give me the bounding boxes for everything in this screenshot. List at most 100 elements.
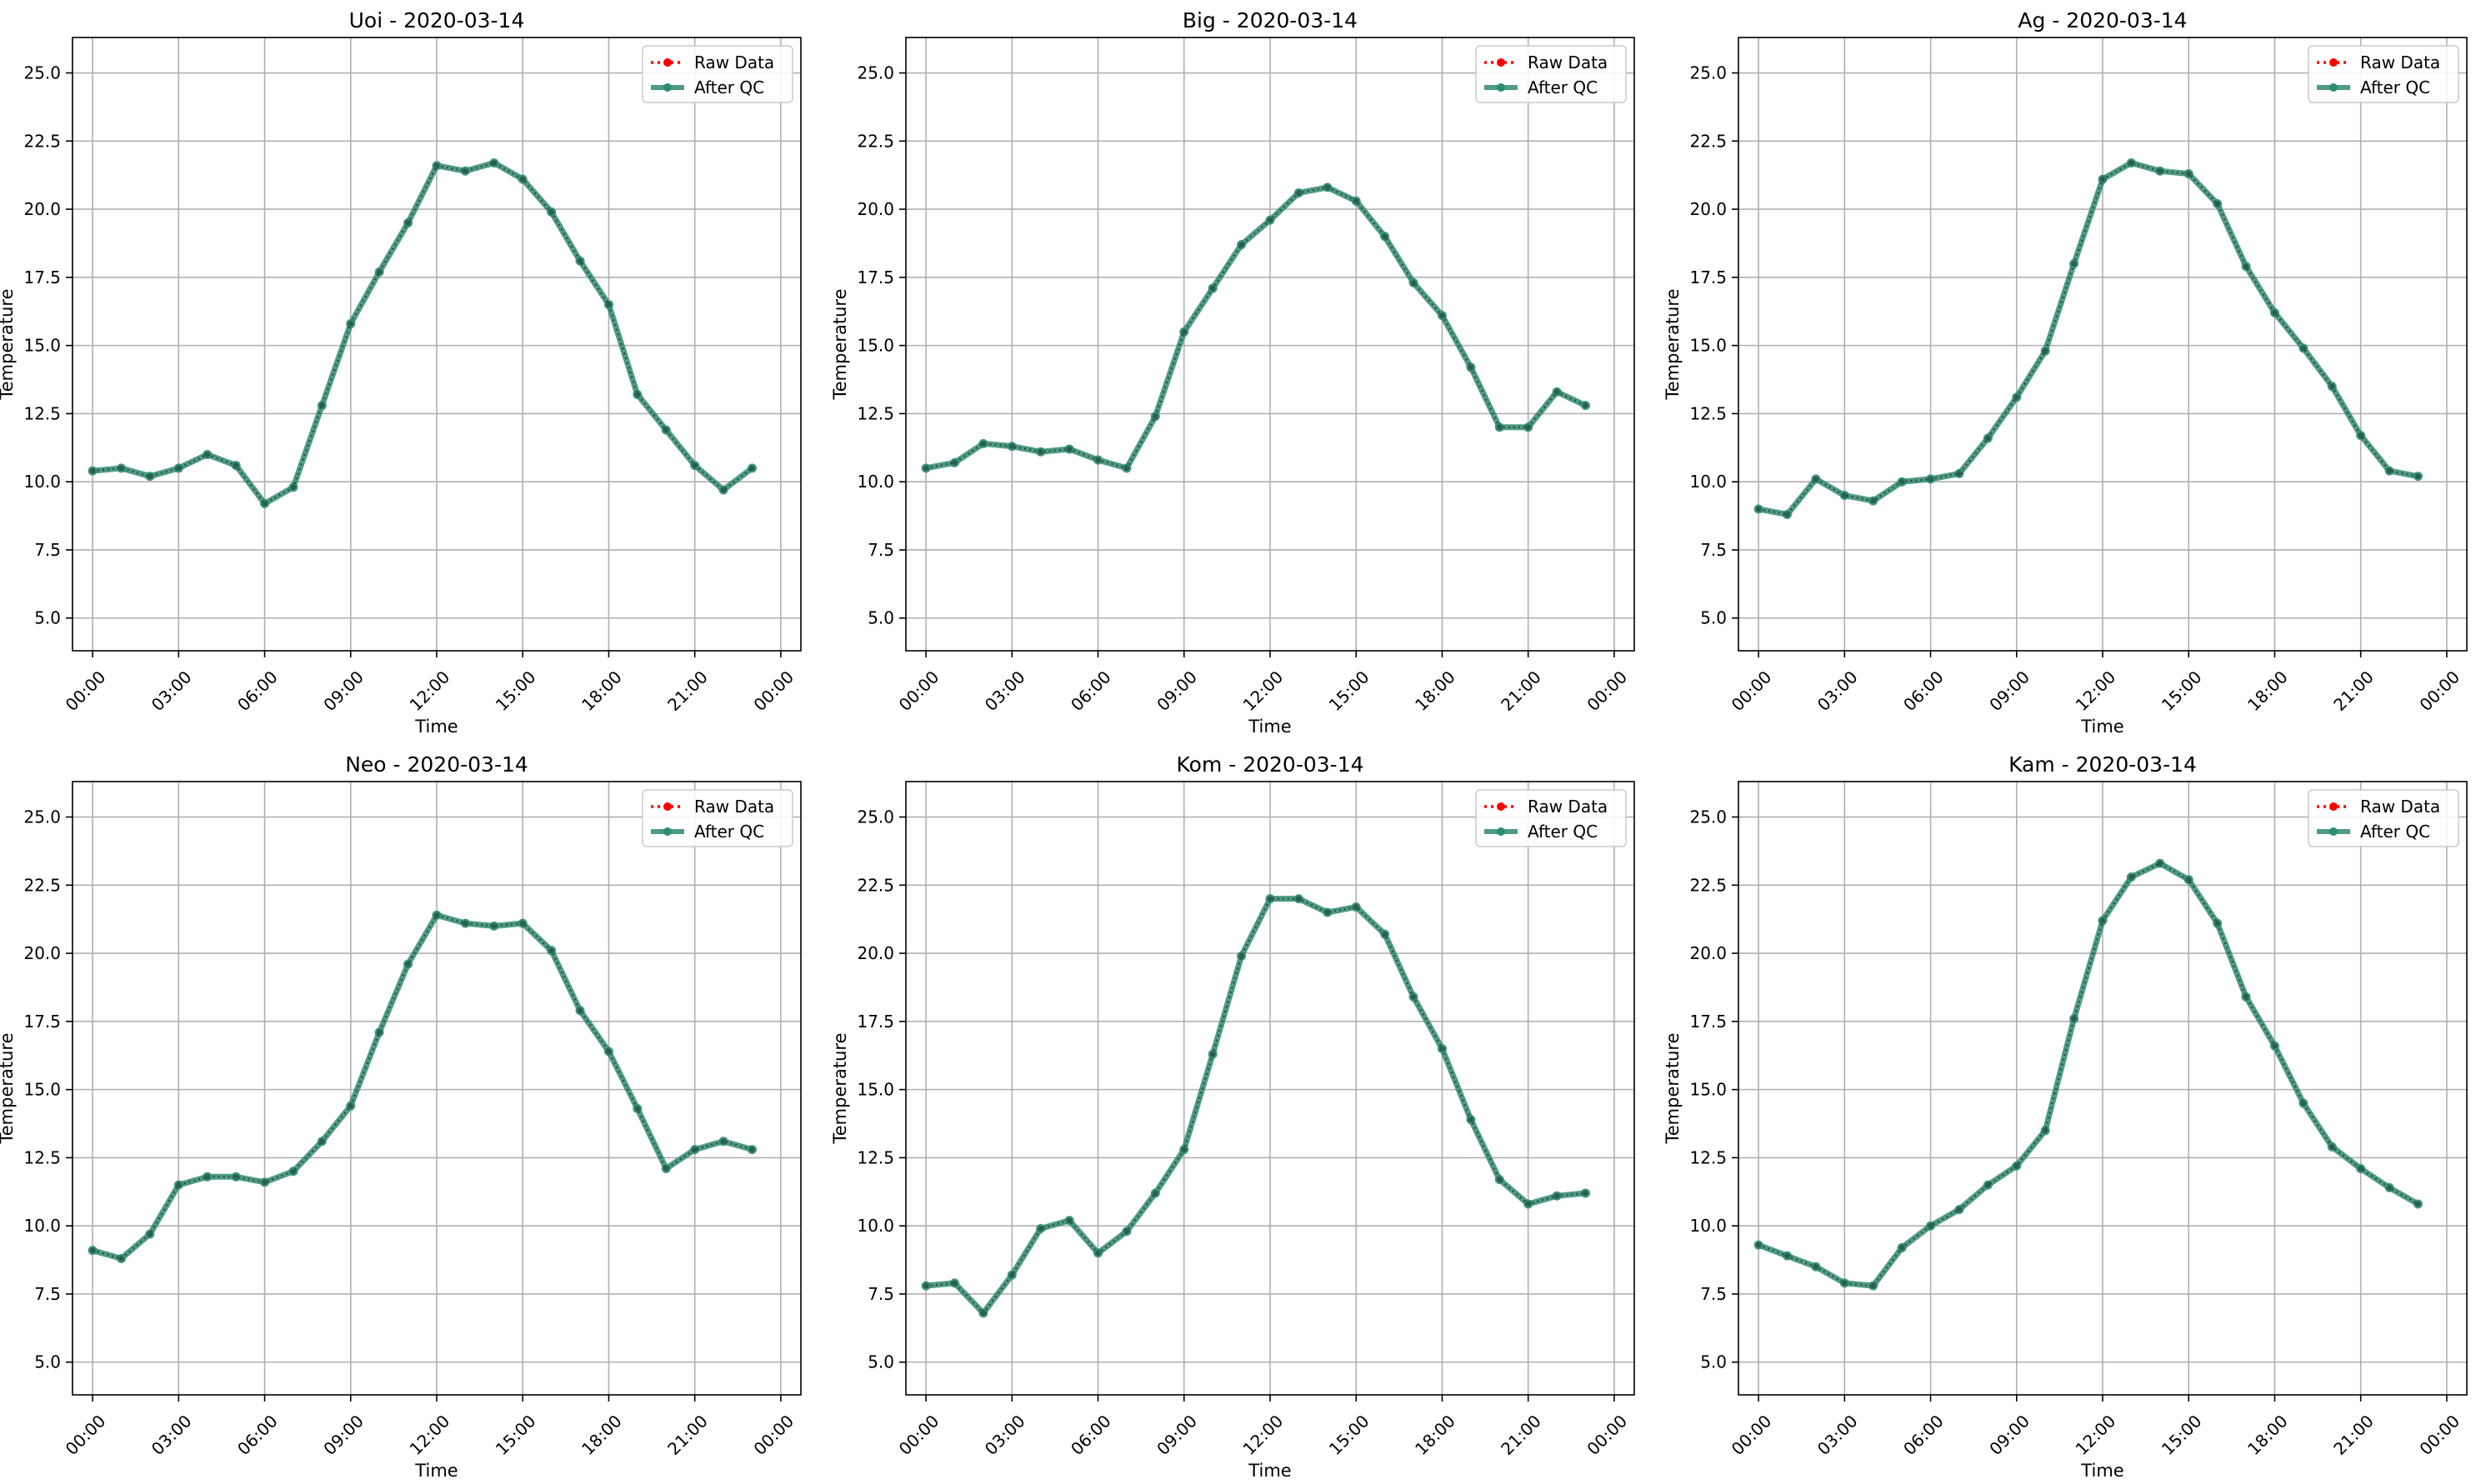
raw-point xyxy=(319,1138,325,1144)
x-tick-label: 00:00 xyxy=(2415,1411,2463,1459)
y-axis-label: Temperature xyxy=(830,1032,850,1144)
subplot-title: Kam - 2020-03-14 xyxy=(2008,752,2197,777)
x-axis-label: Time xyxy=(1248,717,1291,737)
raw-point xyxy=(1842,1280,1848,1287)
raw-point xyxy=(1755,506,1762,512)
raw-point xyxy=(147,473,153,479)
x-tick-label: 18:00 xyxy=(578,1411,626,1459)
y-tick-label: 7.5 xyxy=(1700,540,1727,560)
y-tick-label: 15.0 xyxy=(1689,1080,1727,1100)
x-tick-label: 18:00 xyxy=(1411,667,1459,715)
x-tick-label: 03:00 xyxy=(148,1411,196,1459)
legend-qc-label: After QC xyxy=(1528,77,1598,97)
series-raw-line xyxy=(925,897,1586,1315)
y-tick-label: 17.5 xyxy=(857,267,894,287)
raw-point xyxy=(1468,1117,1474,1122)
raw-point xyxy=(2013,394,2019,400)
legend: Raw Data After QC xyxy=(642,789,793,847)
raw-point xyxy=(1382,931,1388,937)
raw-point xyxy=(89,467,96,474)
y-tick-label: 20.0 xyxy=(23,943,61,963)
raw-point xyxy=(204,1174,210,1180)
x-axis-label: Time xyxy=(414,1461,458,1481)
raw-point xyxy=(1267,896,1273,902)
x-tick-label: 15:00 xyxy=(1325,667,1373,715)
raw-point xyxy=(2071,261,2077,267)
y-tick-label: 5.0 xyxy=(1700,608,1727,628)
raw-point xyxy=(520,176,526,182)
raw-point xyxy=(2358,432,2363,438)
y-axis-label: Temperature xyxy=(0,1032,17,1144)
raw-point xyxy=(1267,217,1273,223)
raw-point xyxy=(1985,435,1991,442)
x-tick-label: 03:00 xyxy=(981,667,1029,715)
y-axis-label: Temperature xyxy=(0,288,17,400)
x-tick-label: 09:00 xyxy=(319,667,368,715)
raw-point xyxy=(1497,424,1503,430)
y-tick-label: 25.0 xyxy=(857,807,894,827)
raw-point xyxy=(980,1310,987,1317)
x-axis-label: Time xyxy=(1248,1461,1291,1481)
y-tick-label: 12.5 xyxy=(23,403,61,423)
raw-point xyxy=(2186,171,2192,177)
x-tick-label: 09:00 xyxy=(319,1411,368,1459)
x-tick-label: 00:00 xyxy=(749,667,798,715)
raw-point xyxy=(233,462,239,468)
y-tick-label: 7.5 xyxy=(868,1284,894,1304)
raw-point xyxy=(720,487,727,493)
raw-point xyxy=(1324,909,1331,916)
raw-point xyxy=(2300,345,2307,352)
series-after-qc-line xyxy=(1757,860,2420,1289)
y-tick-label: 10.0 xyxy=(23,1216,61,1236)
raw-point xyxy=(1956,471,1963,477)
raw-point xyxy=(952,460,958,466)
grid xyxy=(906,37,1634,651)
raw-point xyxy=(1123,1228,1130,1234)
raw-point xyxy=(692,462,698,468)
raw-point xyxy=(980,441,987,447)
y-tick-label: 5.0 xyxy=(34,1352,61,1372)
x-tick-label: 06:00 xyxy=(233,1411,282,1459)
raw-point xyxy=(491,160,498,166)
raw-point xyxy=(405,220,411,226)
y-tick-label: 20.0 xyxy=(1689,943,1727,963)
subplot-title: Neo - 2020-03-14 xyxy=(345,752,528,777)
series-raw-line xyxy=(1758,162,2418,516)
y-tick-label: 10.0 xyxy=(857,472,894,492)
legend: Raw Data After QC xyxy=(1475,789,1627,847)
raw-point xyxy=(1066,1217,1073,1223)
raw-point xyxy=(1353,904,1359,910)
raw-point xyxy=(1066,446,1073,452)
raw-point xyxy=(1898,1245,1905,1251)
subplot-neo: 00:00 03:00 06:00 09:00 12:00 15:00 18:00 21:00… xyxy=(0,752,802,1481)
raw-point xyxy=(376,1029,383,1036)
grid xyxy=(73,782,801,1395)
y-tick-label: 15.0 xyxy=(857,1080,894,1100)
raw-point xyxy=(1898,478,1905,485)
raw-point xyxy=(1296,896,1302,902)
raw-point xyxy=(2186,877,2192,882)
y-tick-label: 7.5 xyxy=(868,540,894,560)
legend-raw-marker xyxy=(663,58,672,67)
legend: Raw Data After QC xyxy=(1475,45,1627,103)
y-tick-label: 15.0 xyxy=(1689,336,1727,356)
y-tick-label: 25.0 xyxy=(857,63,894,83)
raw-point xyxy=(2415,473,2421,479)
y-tick-label: 17.5 xyxy=(23,1012,61,1032)
y-tick-label: 12.5 xyxy=(1689,403,1727,423)
legend-qc-label: After QC xyxy=(1528,822,1598,842)
y-tick-label: 10.0 xyxy=(1689,472,1727,492)
raw-point xyxy=(2042,1127,2048,1133)
raw-point xyxy=(1525,1201,1531,1207)
x-tick-label: 00:00 xyxy=(895,667,943,715)
subplot-title: Big - 2020-03-14 xyxy=(1183,8,1358,32)
y-tick-label: 12.5 xyxy=(23,1147,61,1167)
raw-point xyxy=(2386,467,2393,474)
legend-raw-marker xyxy=(663,802,672,811)
subplot-uoi: 00:00 03:00 06:00 09:00 12:00 15:00 18:00 21:00… xyxy=(0,8,802,737)
raw-point xyxy=(1181,1147,1187,1152)
subplot-big: 00:00 03:00 06:00 09:00 12:00 15:00 18:00 21:00… xyxy=(830,8,1635,737)
x-tick-label: 06:00 xyxy=(1899,667,1948,715)
x-tick-label: 18:00 xyxy=(2243,667,2292,715)
